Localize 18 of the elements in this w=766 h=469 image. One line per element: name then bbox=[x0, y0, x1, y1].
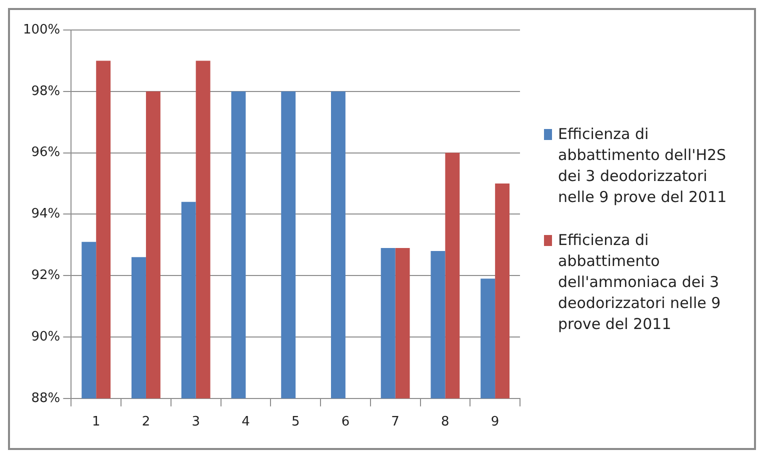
x-tick-label: 8 bbox=[441, 414, 450, 430]
x-tick-label: 6 bbox=[341, 414, 350, 430]
y-tick-label: 98% bbox=[31, 84, 60, 99]
x-tick-label: 2 bbox=[142, 414, 150, 430]
legend-label: Efficienza di abbattimento dell'ammoniaca dei 3 deodorizzatori nelle 9 prove del 2011 bbox=[558, 230, 722, 334]
x-tick-label: 1 bbox=[92, 414, 100, 430]
x-tick-label: 7 bbox=[391, 414, 400, 430]
x-tick-label: 5 bbox=[291, 414, 300, 430]
x-tick-label: 9 bbox=[490, 414, 500, 430]
x-tick-label: 4 bbox=[242, 414, 250, 430]
y-tick-label: 88% bbox=[31, 390, 60, 406]
y-tick-label: 90% bbox=[31, 329, 60, 344]
x-tick-label: 3 bbox=[192, 414, 200, 430]
y-tick-label: 96% bbox=[31, 145, 60, 160]
y-tick-label: 94% bbox=[31, 206, 60, 222]
y-tick-label: 92% bbox=[31, 268, 60, 283]
y-tick-label: 100% bbox=[22, 22, 60, 38]
legend-label: Efficienza di abbattimento dell'H2S dei 3 deodorizzatori nelle 9 prove del 2011 bbox=[558, 124, 728, 208]
